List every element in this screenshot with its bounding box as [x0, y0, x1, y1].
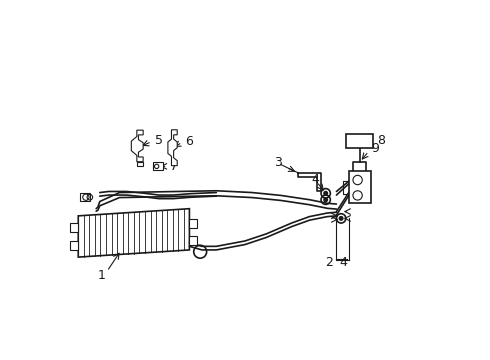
Polygon shape [71, 223, 78, 232]
Text: 4: 4 [311, 173, 319, 186]
Polygon shape [168, 130, 177, 166]
Bar [153, 162, 163, 170]
Bar [346, 134, 373, 148]
Bar [349, 171, 370, 203]
Text: 8: 8 [377, 134, 385, 147]
Polygon shape [190, 220, 197, 228]
Polygon shape [190, 235, 197, 244]
Text: 6: 6 [185, 135, 193, 148]
Polygon shape [137, 162, 143, 166]
Text: 7: 7 [171, 160, 178, 173]
Circle shape [339, 217, 343, 220]
Text: 2: 2 [325, 256, 333, 269]
Circle shape [324, 192, 327, 195]
Text: 9: 9 [371, 142, 379, 155]
Polygon shape [71, 241, 78, 250]
Polygon shape [78, 209, 190, 257]
Circle shape [324, 198, 327, 202]
Text: 3: 3 [274, 156, 282, 169]
Bar [80, 193, 90, 201]
Text: 5: 5 [155, 134, 163, 147]
Text: 4: 4 [339, 256, 347, 269]
Text: 1: 1 [98, 269, 105, 282]
Polygon shape [131, 130, 143, 162]
